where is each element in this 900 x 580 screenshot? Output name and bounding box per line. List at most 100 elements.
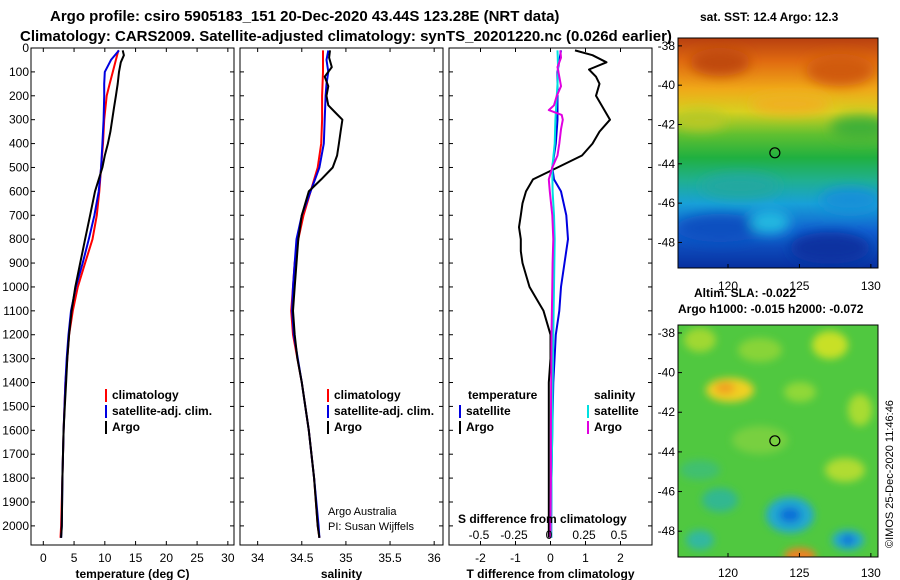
depth-tick-label: 800 [9, 232, 29, 246]
x-tick-label: 35 [339, 551, 353, 565]
map-y-tick-label: -46 [658, 485, 676, 499]
depth-tick-label: 1900 [2, 495, 29, 509]
map-x-tick-label: 120 [718, 566, 738, 580]
temperature-legend: climatology satellite-adj. clim. Argo [105, 388, 212, 434]
legend-label-satellite: satellite-adj. clim. [334, 404, 434, 418]
x-tick-label: 36 [427, 551, 441, 565]
sla-map-frame [677, 324, 879, 558]
map-y-tick-label: -48 [658, 235, 676, 249]
s-difference-label: S difference from climatology [458, 512, 627, 526]
title-line-1: Argo profile: csiro 5905183_151 20-Dec-2… [50, 8, 559, 25]
sla-map-axes: 120 125 130 -38 -40 -42 -44 -46 -48 [658, 326, 882, 580]
x-tick-label: 35.5 [378, 551, 402, 565]
legend-label-argo: Argo [334, 420, 362, 434]
temperature-panel [30, 47, 235, 546]
s-diff-tick-label: 0.5 [611, 528, 628, 542]
s-diff-tick-label: 0.25 [572, 528, 596, 542]
x-tick-label: -2 [475, 551, 486, 565]
depth-tick-label: 2000 [2, 519, 29, 533]
series-line-satellite-adj-clim- [60, 49, 120, 538]
legend-title-temperature: temperature [468, 388, 538, 402]
x-tick-label: 5 [71, 551, 78, 565]
map-y-tick-label: -38 [658, 326, 676, 340]
depth-tick-label: 500 [9, 160, 29, 174]
depth-tick-label: 1500 [2, 399, 29, 413]
sst-map-frame [677, 37, 879, 269]
sst-map [678, 38, 878, 268]
map-y-tick-label: -42 [658, 117, 676, 131]
x-tick-label: 25 [190, 551, 204, 565]
depth-tick-label: 1700 [2, 447, 29, 461]
depth-ticks [31, 47, 652, 527]
profile-lines [59, 49, 611, 538]
legend-label-climatology: climatology [334, 388, 401, 402]
depth-tick-label: 1200 [2, 328, 29, 342]
sla-map-subtitle: Argo h1000: -0.015 h2000: -0.072 [678, 302, 864, 316]
credit-line-1: Argo Australia [328, 506, 397, 518]
salinity-legend: climatology satellite-adj. clim. Argo [327, 388, 434, 434]
map-y-tick-label: -38 [658, 39, 676, 53]
map-x-tick-label: 125 [789, 279, 809, 293]
x-tick-label: 30 [221, 551, 235, 565]
x-tick-label: 10 [98, 551, 112, 565]
depth-tick-label: 1000 [2, 280, 29, 294]
depth-tick-label: 200 [9, 89, 29, 103]
series-line-climatology [59, 50, 120, 538]
depth-tick-label: 1600 [2, 423, 29, 437]
s-diff-tick-label: -0.5 [469, 528, 490, 542]
credit-line-2: PI: Susan Wijffels [328, 521, 414, 533]
map-x-tick-label: 130 [861, 566, 881, 580]
difference-legend: temperature salinity satellite Argo sate… [459, 388, 639, 434]
x-tick-label: 15 [129, 551, 143, 565]
x-tick-label: 1 [582, 551, 589, 565]
x-tick-label: 20 [160, 551, 174, 565]
map-y-tick-label: -40 [658, 78, 676, 92]
series-line-temperature-argo [518, 49, 611, 538]
map-y-tick-label: -44 [658, 157, 676, 171]
depth-tick-label: 1300 [2, 352, 29, 366]
depth-tick-label: 300 [9, 113, 29, 127]
x-axis-label: temperature (deg C) [75, 567, 189, 580]
legend-label-satellite: satellite-adj. clim. [112, 404, 212, 418]
legend-label-s-argo: Argo [594, 420, 622, 434]
depth-tick-label: 1100 [3, 304, 29, 318]
x-tick-label: -1 [510, 551, 521, 565]
series-line-climatology [290, 50, 324, 538]
map-y-tick-label: -40 [658, 366, 676, 380]
x-axis-label: T difference from climatology [466, 567, 634, 580]
salinity-panel [239, 47, 444, 546]
x-tick-label: 34.5 [290, 551, 314, 565]
x-tick-label: 2 [617, 551, 624, 565]
s-diff-tick-label: -0.25 [500, 528, 528, 542]
copyright-stamp: ©IMOS 25-Dec-2020 11:46:46 [884, 400, 896, 548]
map-y-tick-label: -48 [658, 524, 676, 538]
x-tick-label: 34 [251, 551, 265, 565]
depth-tick-label: 400 [9, 137, 29, 151]
s-diff-tick-label: 0 [546, 528, 553, 542]
map-y-tick-label: -44 [658, 445, 676, 459]
depth-tick-label: 1800 [2, 471, 29, 485]
title-line-2: Climatology: CARS2009. Satellite-adjuste… [20, 28, 672, 45]
legend-label-s-satellite: satellite [594, 404, 639, 418]
legend-label-t-satellite: satellite [466, 404, 511, 418]
legend-label-t-argo: Argo [466, 420, 494, 434]
float-position-marker [769, 435, 781, 447]
float-position-marker [769, 147, 781, 159]
sst-map-axes: 120 125 130 -38 -40 -42 -44 -46 -48 [658, 39, 882, 293]
x-axis-label: salinity [321, 567, 363, 580]
map-x-tick-label: 120 [718, 279, 738, 293]
x-tick-label: 0 [547, 551, 554, 565]
series-line-salinity-argo [547, 50, 564, 538]
depth-tick-label: 100 [9, 65, 29, 79]
depth-axis: 0 100 200 300 400 500 600 700 800 900 1000 1100 1200… [2, 41, 29, 533]
sla-map [678, 325, 878, 557]
map-y-tick-label: -42 [658, 405, 676, 419]
legend-label-climatology: climatology [112, 388, 179, 402]
depth-tick-label: 1400 [2, 376, 29, 390]
legend-title-salinity: salinity [594, 388, 636, 402]
series-line-argo [60, 50, 125, 538]
depth-tick-label: 600 [9, 184, 29, 198]
depth-tick-label: 0 [22, 41, 29, 55]
